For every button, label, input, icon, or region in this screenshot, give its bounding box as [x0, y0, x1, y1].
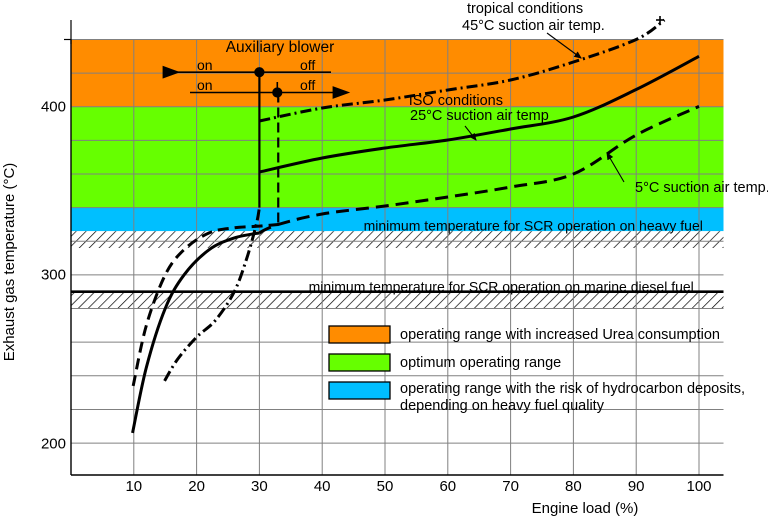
- svg-text:depending on heavy fuel qualit: depending on heavy fuel quality: [400, 398, 605, 414]
- svg-text:90: 90: [628, 478, 645, 495]
- svg-text:minimum temperature for SCR op: minimum temperature for SCR operation on…: [364, 218, 703, 234]
- svg-text:tropical conditions: tropical conditions: [467, 1, 583, 17]
- svg-text:30: 30: [251, 478, 268, 495]
- svg-text:80: 80: [565, 478, 582, 495]
- svg-text:optimum operating range: optimum operating range: [400, 355, 561, 371]
- svg-text:Engine load (%): Engine load (%): [532, 500, 639, 517]
- svg-text:off: off: [300, 77, 315, 93]
- svg-text:70: 70: [502, 478, 519, 495]
- svg-text:300: 300: [41, 267, 66, 284]
- svg-text:operating range with the risk: operating range with the risk of hydroca…: [400, 381, 745, 397]
- svg-text:45°C suction air temp.: 45°C suction air temp.: [462, 18, 605, 34]
- svg-text:ISO conditions: ISO conditions: [409, 93, 503, 109]
- svg-text:50: 50: [377, 478, 394, 495]
- svg-text:100: 100: [686, 478, 711, 495]
- svg-text:Auxiliary blower: Auxiliary blower: [226, 39, 335, 56]
- svg-text:minimum temperature for SCR op: minimum temperature for SCR operation on…: [309, 279, 694, 295]
- svg-text:10: 10: [125, 478, 142, 495]
- svg-text:Exhaust gas temperature (°C): Exhaust gas temperature (°C): [1, 163, 18, 362]
- svg-text:200: 200: [41, 436, 66, 453]
- svg-text:off: off: [300, 57, 315, 73]
- svg-text:5°C suction air temp.: 5°C suction air temp.: [635, 180, 768, 196]
- svg-text:20: 20: [188, 478, 205, 495]
- svg-text:operating range with increased: operating range with increased Urea cons…: [400, 327, 720, 343]
- svg-text:40: 40: [314, 478, 331, 495]
- svg-text:25°C suction air temp: 25°C suction air temp: [410, 108, 549, 124]
- svg-text:on: on: [197, 57, 213, 73]
- svg-text:400: 400: [41, 99, 66, 116]
- svg-text:60: 60: [439, 478, 456, 495]
- svg-text:on: on: [197, 77, 213, 93]
